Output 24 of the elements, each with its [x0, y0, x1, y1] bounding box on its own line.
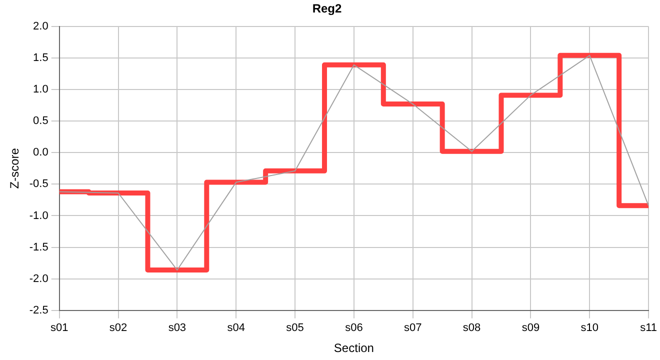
x-tick-label: s01 — [50, 322, 68, 334]
x-tick-label: s03 — [168, 322, 186, 334]
y-tick-label: 1.0 — [33, 84, 48, 96]
x-tick-label: s06 — [345, 322, 363, 334]
x-tick-label: s08 — [462, 322, 481, 334]
y-tick-label: -0.5 — [29, 178, 48, 190]
y-tick-label: -2.0 — [29, 272, 48, 285]
x-tick-label: s10 — [580, 322, 598, 334]
y-tick-label: 1.5 — [33, 52, 48, 64]
chart-title: Reg2 — [312, 2, 342, 16]
y-tick-label: 0.0 — [33, 146, 48, 159]
y-tick-label: 2.0 — [33, 20, 48, 32]
y-tick-label: -2.5 — [29, 304, 48, 316]
x-tick-label: s11 — [640, 322, 657, 334]
y-tick-label: 0.5 — [33, 115, 48, 128]
x-tick-label: s09 — [522, 322, 540, 334]
y-axis-title: Z-score — [8, 148, 22, 189]
y-tick-label: -1.0 — [29, 210, 48, 222]
y-tick-label: -1.5 — [29, 241, 48, 254]
x-tick-label: s05 — [286, 322, 304, 334]
x-tick-label: s07 — [404, 322, 422, 334]
x-tick-label: s02 — [109, 322, 128, 334]
x-axis-title: Section — [334, 341, 374, 356]
x-tick-label: s04 — [227, 322, 245, 334]
